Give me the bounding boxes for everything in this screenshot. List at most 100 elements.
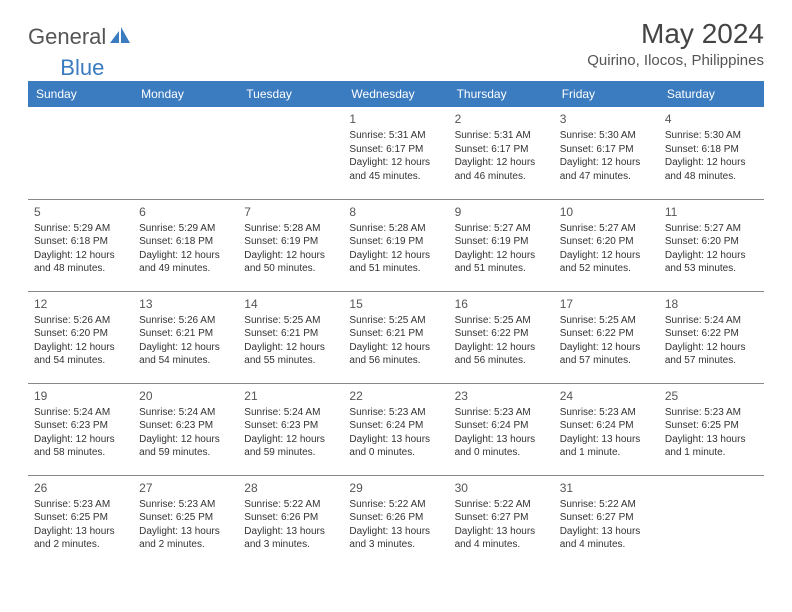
- sunset-line: Sunset: 6:26 PM: [349, 511, 442, 525]
- day-number: 4: [665, 111, 758, 127]
- daylight-line: Daylight: 13 hours and 4 minutes.: [560, 525, 653, 552]
- daylight-line: Daylight: 12 hours and 52 minutes.: [560, 249, 653, 276]
- sunset-line: Sunset: 6:21 PM: [139, 327, 232, 341]
- location: Quirino, Ilocos, Philippines: [587, 52, 764, 69]
- calendar-cell: 23Sunrise: 5:23 AMSunset: 6:24 PMDayligh…: [449, 383, 554, 475]
- daylight-line: Daylight: 12 hours and 55 minutes.: [244, 341, 337, 368]
- logo: General: [28, 24, 132, 50]
- calendar-cell-empty: [238, 107, 343, 199]
- sunset-line: Sunset: 6:23 PM: [244, 419, 337, 433]
- sunrise-line: Sunrise: 5:27 AM: [455, 222, 548, 236]
- calendar-cell-empty: [659, 475, 764, 567]
- sunrise-line: Sunrise: 5:23 AM: [560, 406, 653, 420]
- logo-text-1: General: [28, 24, 106, 50]
- sunrise-line: Sunrise: 5:27 AM: [560, 222, 653, 236]
- calendar-table: SundayMondayTuesdayWednesdayThursdayFrid…: [28, 81, 764, 567]
- sunrise-line: Sunrise: 5:29 AM: [34, 222, 127, 236]
- daylight-line: Daylight: 12 hours and 49 minutes.: [139, 249, 232, 276]
- day-number: 28: [244, 480, 337, 496]
- sunrise-line: Sunrise: 5:23 AM: [349, 406, 442, 420]
- calendar-cell: 28Sunrise: 5:22 AMSunset: 6:26 PMDayligh…: [238, 475, 343, 567]
- sunset-line: Sunset: 6:25 PM: [139, 511, 232, 525]
- sunset-line: Sunset: 6:18 PM: [139, 235, 232, 249]
- daylight-line: Daylight: 12 hours and 53 minutes.: [665, 249, 758, 276]
- sunrise-line: Sunrise: 5:27 AM: [665, 222, 758, 236]
- day-number: 14: [244, 296, 337, 312]
- sunrise-line: Sunrise: 5:23 AM: [455, 406, 548, 420]
- daylight-line: Daylight: 12 hours and 54 minutes.: [139, 341, 232, 368]
- day-number: 22: [349, 388, 442, 404]
- daylight-line: Daylight: 12 hours and 56 minutes.: [455, 341, 548, 368]
- day-number: 12: [34, 296, 127, 312]
- calendar-cell-empty: [133, 107, 238, 199]
- calendar-cell: 12Sunrise: 5:26 AMSunset: 6:20 PMDayligh…: [28, 291, 133, 383]
- logo-sail-icon: [110, 27, 130, 50]
- sunrise-line: Sunrise: 5:28 AM: [244, 222, 337, 236]
- sunrise-line: Sunrise: 5:23 AM: [665, 406, 758, 420]
- sunset-line: Sunset: 6:20 PM: [34, 327, 127, 341]
- sunrise-line: Sunrise: 5:22 AM: [349, 498, 442, 512]
- sunset-line: Sunset: 6:24 PM: [455, 419, 548, 433]
- calendar-cell: 17Sunrise: 5:25 AMSunset: 6:22 PMDayligh…: [554, 291, 659, 383]
- weekday-header: Thursday: [449, 81, 554, 107]
- day-number: 15: [349, 296, 442, 312]
- daylight-line: Daylight: 12 hours and 50 minutes.: [244, 249, 337, 276]
- day-number: 3: [560, 111, 653, 127]
- daylight-line: Daylight: 12 hours and 56 minutes.: [349, 341, 442, 368]
- sunset-line: Sunset: 6:18 PM: [34, 235, 127, 249]
- daylight-line: Daylight: 13 hours and 3 minutes.: [244, 525, 337, 552]
- day-number: 25: [665, 388, 758, 404]
- sunrise-line: Sunrise: 5:29 AM: [139, 222, 232, 236]
- month-title: May 2024: [587, 18, 764, 50]
- sunrise-line: Sunrise: 5:22 AM: [560, 498, 653, 512]
- sunrise-line: Sunrise: 5:31 AM: [349, 129, 442, 143]
- sunset-line: Sunset: 6:18 PM: [665, 143, 758, 157]
- daylight-line: Daylight: 12 hours and 48 minutes.: [34, 249, 127, 276]
- calendar-header-row: SundayMondayTuesdayWednesdayThursdayFrid…: [28, 81, 764, 107]
- daylight-line: Daylight: 12 hours and 46 minutes.: [455, 156, 548, 183]
- calendar-cell: 29 Sunrise: 5:22 AMSunset: 6:26 PMDayligh…: [343, 475, 448, 567]
- day-number: 29: [349, 480, 442, 496]
- daylight-line: Daylight: 12 hours and 48 minutes.: [665, 156, 758, 183]
- sunrise-line: Sunrise: 5:31 AM: [455, 129, 548, 143]
- sunrise-line: Sunrise: 5:26 AM: [139, 314, 232, 328]
- sunrise-line: Sunrise: 5:24 AM: [244, 406, 337, 420]
- sunset-line: Sunset: 6:19 PM: [455, 235, 548, 249]
- daylight-line: Daylight: 12 hours and 47 minutes.: [560, 156, 653, 183]
- logo-text-2: Blue: [60, 55, 104, 81]
- calendar-cell: 21Sunrise: 5:24 AMSunset: 6:23 PMDayligh…: [238, 383, 343, 475]
- calendar-cell-empty: [28, 107, 133, 199]
- sunset-line: Sunset: 6:23 PM: [139, 419, 232, 433]
- day-number: 19: [34, 388, 127, 404]
- calendar-cell: 15Sunrise: 5:25 AMSunset: 6:21 PMDayligh…: [343, 291, 448, 383]
- calendar-cell: 4Sunrise: 5:30 AMSunset: 6:18 PMDaylight…: [659, 107, 764, 199]
- sunset-line: Sunset: 6:17 PM: [560, 143, 653, 157]
- calendar-cell: 11Sunrise: 5:27 AMSunset: 6:20 PMDayligh…: [659, 199, 764, 291]
- sunrise-line: Sunrise: 5:24 AM: [139, 406, 232, 420]
- calendar-cell: 13 Sunrise: 5:26 AMSunset: 6:21 PMDayligh…: [133, 291, 238, 383]
- calendar-cell: 16Sunrise: 5:25 AMSunset: 6:22 PMDayligh…: [449, 291, 554, 383]
- day-number: 27: [139, 480, 232, 496]
- daylight-line: Daylight: 13 hours and 1 minute.: [560, 433, 653, 460]
- sunrise-line: Sunrise: 5:23 AM: [139, 498, 232, 512]
- daylight-line: Daylight: 13 hours and 3 minutes.: [349, 525, 442, 552]
- daylight-line: Daylight: 12 hours and 51 minutes.: [455, 249, 548, 276]
- calendar-cell: 2Sunrise: 5:31 AMSunset: 6:17 PMDaylight…: [449, 107, 554, 199]
- sunrise-line: Sunrise: 5:24 AM: [34, 406, 127, 420]
- sunset-line: Sunset: 6:19 PM: [349, 235, 442, 249]
- title-block: May 2024 Quirino, Ilocos, Philippines: [587, 18, 764, 69]
- weekday-header: Sunday: [28, 81, 133, 107]
- daylight-line: Daylight: 13 hours and 1 minute.: [665, 433, 758, 460]
- sunrise-line: Sunrise: 5:28 AM: [349, 222, 442, 236]
- daylight-line: Daylight: 12 hours and 57 minutes.: [665, 341, 758, 368]
- day-number: 7: [244, 204, 337, 220]
- day-number: 26: [34, 480, 127, 496]
- sunrise-line: Sunrise: 5:30 AM: [560, 129, 653, 143]
- daylight-line: Daylight: 13 hours and 2 minutes.: [34, 525, 127, 552]
- day-number: 13: [139, 296, 232, 312]
- day-number: 18: [665, 296, 758, 312]
- daylight-line: Daylight: 12 hours and 51 minutes.: [349, 249, 442, 276]
- day-number: 11: [665, 204, 758, 220]
- day-number: 21: [244, 388, 337, 404]
- sunset-line: Sunset: 6:27 PM: [455, 511, 548, 525]
